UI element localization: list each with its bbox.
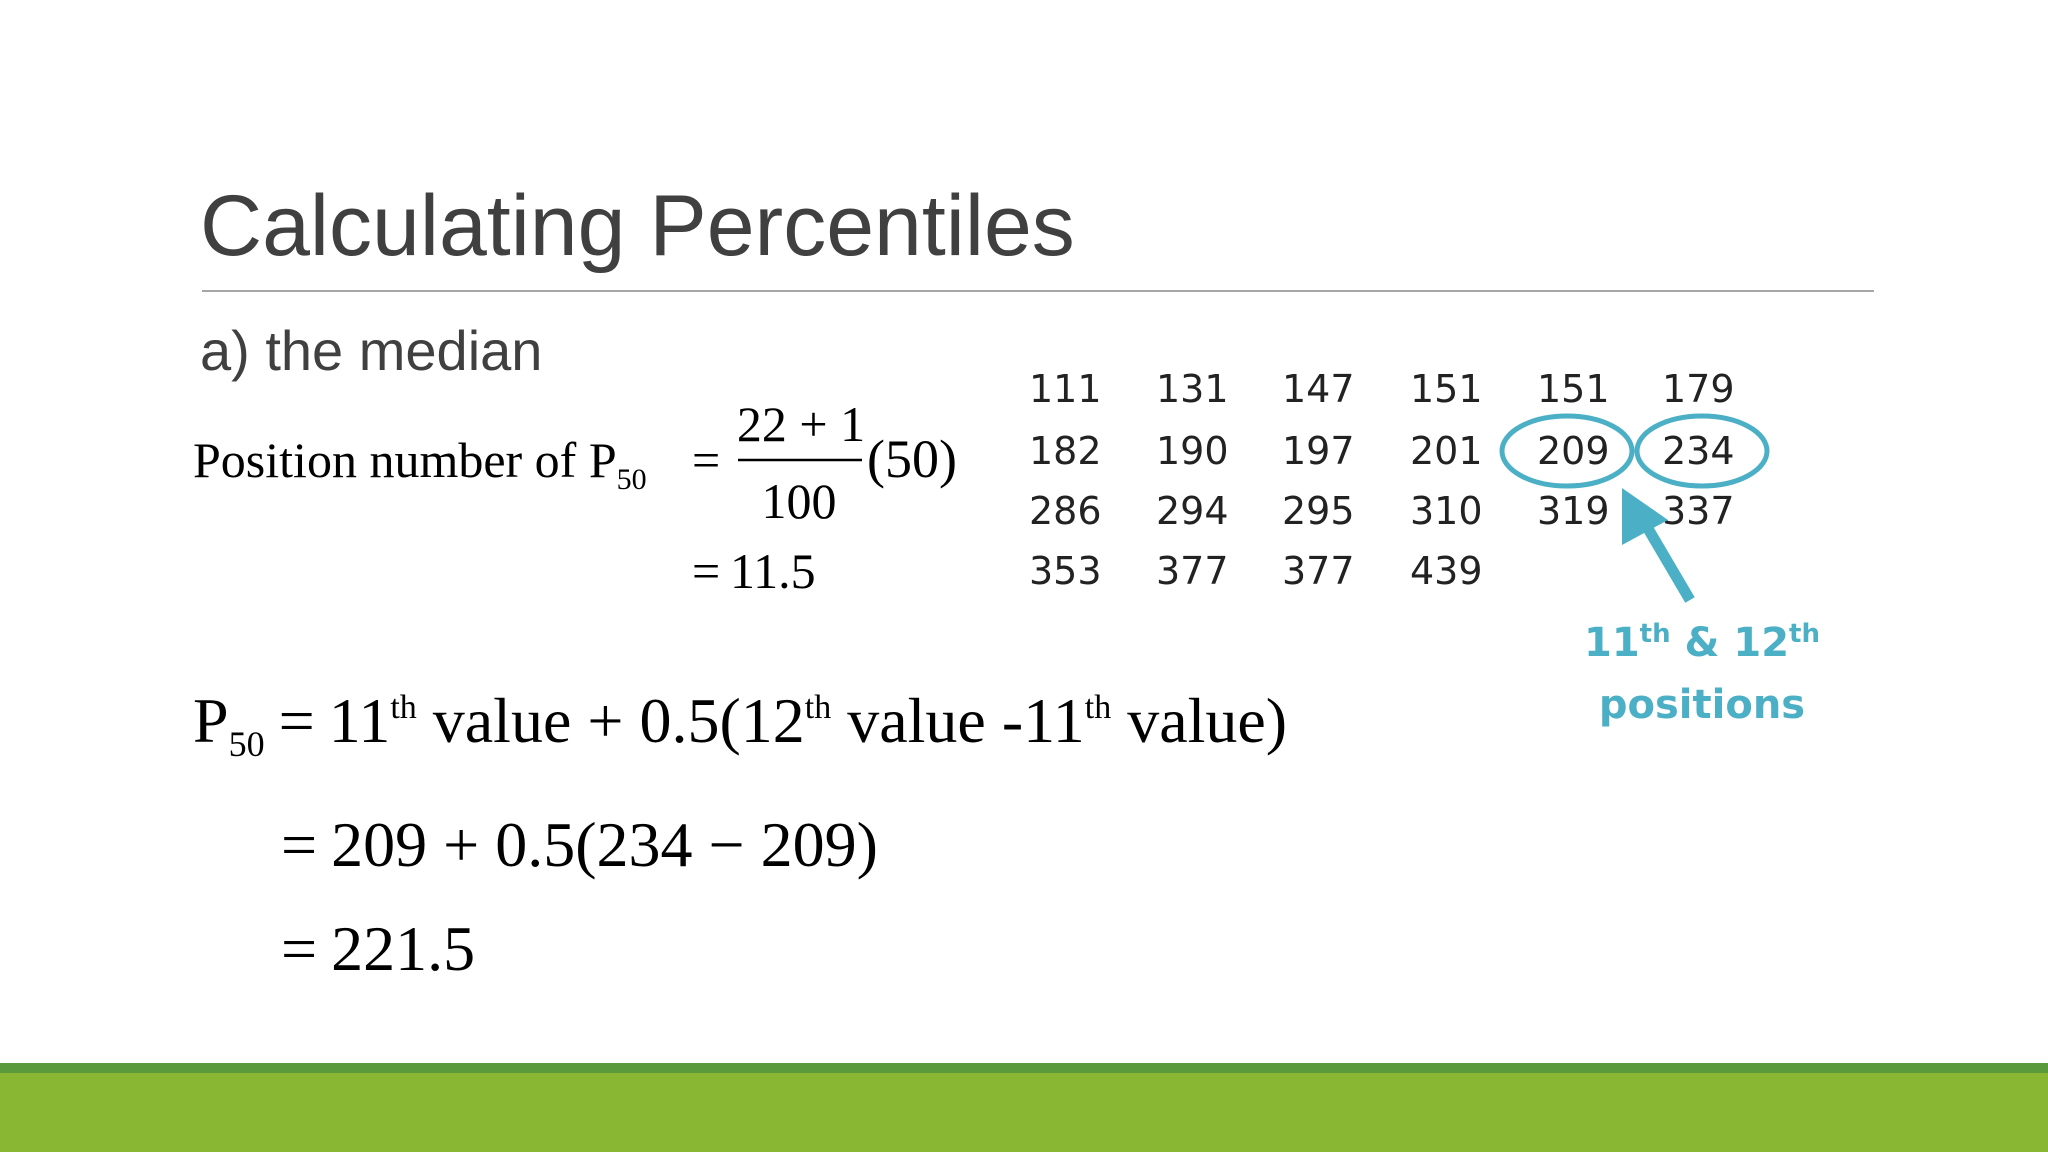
p50-line2: = 209 + 0.5(234 − 209) <box>281 809 878 880</box>
equals: = <box>692 543 720 599</box>
data-table: 111 131 147 151 151 179 182 190 197 201 209 234 286 2… <box>1029 367 1735 593</box>
title: Calculating Percentiles <box>200 178 1075 274</box>
table-cell: 197 <box>1282 429 1355 473</box>
subtitle: a) the median <box>200 319 542 382</box>
factor: (50) <box>867 429 957 489</box>
table-cell: 310 <box>1410 489 1483 533</box>
numerator: 22 + 1 <box>737 396 865 452</box>
p50-line1: P50 = 11th value + 0.5(12th value -11th va… <box>193 685 1287 764</box>
table-cell: 151 <box>1537 367 1610 411</box>
highlight-ellipse <box>1634 413 1770 489</box>
table-cell: 190 <box>1156 429 1229 473</box>
equals: = <box>281 913 317 984</box>
ann-sup: th <box>1789 619 1820 649</box>
table-cell: 201 <box>1410 429 1483 473</box>
table-cell: 147 <box>1282 367 1355 411</box>
lhs-sub: 50 <box>617 463 647 496</box>
line1-part: value + 0.5( <box>417 685 741 756</box>
line1-part: 11 <box>329 685 391 756</box>
table-cell: 377 <box>1282 549 1355 593</box>
annotation-line2: positions <box>1599 682 1805 728</box>
p50-symbol: P <box>193 685 229 756</box>
table-cell: 151 <box>1410 367 1483 411</box>
denominator: 100 <box>762 473 837 529</box>
result: 11.5 <box>730 543 816 599</box>
table-cell: 319 <box>1537 489 1610 533</box>
table-cell: 131 <box>1156 367 1229 411</box>
line2: 209 + 0.5(234 − 209) <box>331 809 878 880</box>
lhs: Position number of P <box>193 432 617 488</box>
superscript: th <box>1085 689 1111 726</box>
ann-first: 11 <box>1584 620 1640 666</box>
table-cell: 234 <box>1662 429 1735 473</box>
footer-bar <box>0 1073 2048 1152</box>
table-cell: 111 <box>1029 367 1102 411</box>
line1-part: value) <box>1111 685 1287 756</box>
footer-stripe <box>0 1063 2048 1073</box>
table-cell: 286 <box>1029 489 1102 533</box>
table-cell: 353 <box>1029 549 1102 593</box>
equals: = <box>281 809 317 880</box>
table-cell: 295 <box>1282 489 1355 533</box>
equals: = <box>279 685 315 756</box>
p50-sub: 50 <box>229 724 265 764</box>
formula-lhs: Position number of P50 <box>193 432 647 496</box>
line1-part: value - <box>831 685 1023 756</box>
line1-part: 11 <box>1023 685 1085 756</box>
superscript: th <box>805 689 831 726</box>
annotation: 11th & 12th <box>1584 619 1820 666</box>
line1-part: 12 <box>741 685 805 756</box>
line3: 221.5 <box>331 913 475 984</box>
table-cell: 377 <box>1156 549 1229 593</box>
highlight-ellipse <box>1499 413 1635 489</box>
ann-sup: th <box>1640 619 1671 649</box>
ann-joiner: & <box>1671 620 1734 666</box>
arrow-head <box>1622 488 1668 545</box>
table-cell: 439 <box>1410 549 1483 593</box>
table-cell: 337 <box>1662 489 1735 533</box>
table-cell: 294 <box>1156 489 1229 533</box>
ann-second: 12 <box>1733 620 1789 666</box>
superscript: th <box>390 689 416 726</box>
equals: = <box>692 432 720 488</box>
table-cell: 179 <box>1662 367 1735 411</box>
p50-line3: = 221.5 <box>281 913 475 984</box>
table-cell: 209 <box>1537 429 1610 473</box>
table-cell: 182 <box>1029 429 1102 473</box>
